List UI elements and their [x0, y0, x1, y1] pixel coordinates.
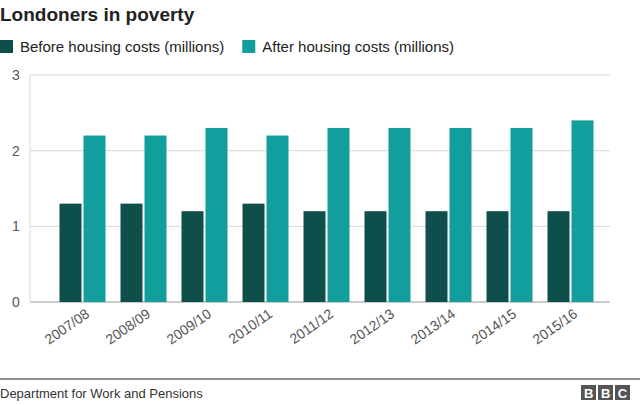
bar	[243, 204, 265, 302]
bar	[304, 211, 326, 302]
legend-label: Before housing costs (millions)	[20, 38, 224, 55]
footer-rule	[0, 379, 640, 380]
bar	[121, 204, 143, 302]
bar	[426, 211, 448, 302]
bar	[206, 128, 228, 302]
title: Londoners in poverty	[0, 4, 195, 25]
x-tick-label: 2011/12	[286, 305, 336, 347]
bar	[182, 211, 204, 302]
y-tick-label: 0	[12, 294, 20, 310]
bar	[60, 204, 82, 302]
y-tick-label: 3	[12, 67, 20, 83]
credit-logo: BBC	[581, 385, 635, 401]
bar	[145, 136, 167, 302]
x-tick-label: 2009/10	[164, 305, 215, 347]
bar	[365, 211, 387, 302]
x-tick-label: 2013/14	[408, 305, 459, 347]
x-tick-label: 2007/08	[42, 305, 93, 347]
source: Department for Work and Pensions	[0, 386, 203, 401]
y-axis-line	[30, 75, 31, 302]
legend-label: After housing costs (millions)	[262, 38, 454, 55]
x-tick-label: 2008/09	[103, 305, 154, 347]
chart-root: Londoners in poverty Before housing costs…	[0, 0, 640, 405]
x-tick-label: 2010/11	[225, 305, 275, 347]
bar	[267, 136, 289, 302]
legend-swatch	[0, 40, 13, 53]
x-tick-label: 2014/15	[469, 305, 520, 347]
y-tick-label: 2	[12, 143, 20, 159]
bar	[84, 136, 106, 302]
bar	[487, 211, 509, 302]
bars	[60, 120, 594, 302]
x-tick-label: 2012/13	[347, 305, 398, 347]
bar	[389, 128, 411, 302]
bar	[450, 128, 472, 302]
bar	[328, 128, 350, 302]
chart-svg: Londoners in poverty Before housing costs…	[0, 0, 640, 405]
bar	[511, 128, 533, 302]
bar	[572, 120, 594, 302]
credit: BBC	[584, 386, 635, 401]
legend-swatch	[242, 40, 255, 53]
grid	[30, 75, 610, 302]
bar	[548, 211, 570, 302]
x-tick-label: 2015/16	[530, 305, 581, 347]
grid-line	[30, 75, 610, 76]
y-tick-label: 1	[12, 218, 20, 234]
